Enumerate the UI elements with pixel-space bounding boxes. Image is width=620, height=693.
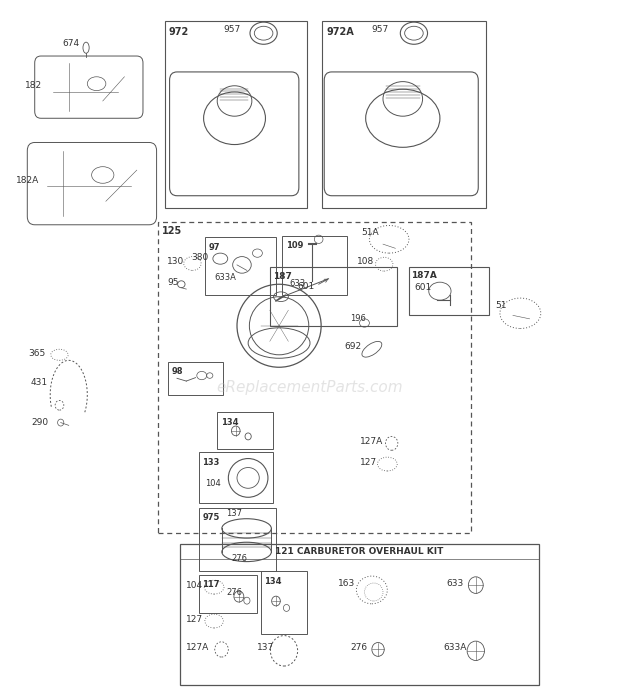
Text: 125: 125 — [162, 226, 182, 236]
Bar — [205, 237, 276, 295]
Text: 130: 130 — [167, 257, 184, 266]
Text: 692: 692 — [344, 342, 361, 351]
Bar — [198, 574, 257, 613]
Text: 137: 137 — [257, 643, 275, 652]
Text: 365: 365 — [29, 349, 46, 358]
Text: 187: 187 — [273, 272, 293, 281]
Text: 633A: 633A — [214, 273, 236, 282]
Text: 601: 601 — [414, 283, 431, 292]
Text: 134: 134 — [264, 577, 281, 586]
Text: 633: 633 — [290, 279, 306, 288]
Text: 127: 127 — [186, 615, 203, 624]
Text: 182: 182 — [25, 80, 43, 89]
Text: 431: 431 — [30, 378, 48, 387]
Text: 51: 51 — [495, 301, 507, 310]
Bar — [409, 267, 489, 315]
Text: 972: 972 — [169, 27, 188, 37]
Text: 601: 601 — [298, 282, 315, 291]
Text: 104: 104 — [186, 581, 203, 590]
Bar — [180, 543, 539, 685]
Text: 121 CARBURETOR OVERHAUL KIT: 121 CARBURETOR OVERHAUL KIT — [275, 547, 444, 556]
Text: 163: 163 — [338, 579, 355, 588]
Text: 95: 95 — [168, 279, 179, 288]
Text: 51A: 51A — [361, 228, 379, 237]
Bar — [322, 21, 486, 208]
Text: 957: 957 — [372, 25, 389, 34]
Text: 196: 196 — [350, 315, 366, 324]
Text: 133: 133 — [202, 458, 219, 467]
Text: 98: 98 — [172, 367, 183, 376]
Text: 108: 108 — [357, 257, 374, 266]
Text: 187A: 187A — [412, 271, 437, 280]
Text: 117: 117 — [202, 580, 220, 589]
Bar — [217, 412, 273, 449]
Text: 97: 97 — [208, 243, 220, 252]
Text: 109: 109 — [286, 241, 303, 250]
Text: 957: 957 — [223, 25, 241, 34]
Bar — [282, 236, 347, 295]
Text: 380: 380 — [191, 254, 208, 263]
Text: 127: 127 — [360, 458, 376, 467]
Bar — [198, 508, 276, 571]
Text: 127A: 127A — [186, 643, 210, 652]
Text: 276: 276 — [231, 554, 247, 563]
Text: 276: 276 — [226, 588, 242, 597]
Text: 134: 134 — [221, 418, 239, 427]
Bar — [165, 21, 307, 208]
Text: 633A: 633A — [443, 643, 466, 652]
Text: 290: 290 — [32, 418, 49, 427]
Text: 674: 674 — [63, 39, 80, 48]
Bar — [270, 267, 397, 326]
Text: eReplacementParts.com: eReplacementParts.com — [216, 380, 404, 396]
Bar — [260, 571, 307, 633]
Text: 633: 633 — [446, 579, 463, 588]
Text: 127A: 127A — [360, 437, 383, 446]
Bar — [168, 362, 223, 395]
Text: 975: 975 — [202, 514, 219, 523]
Text: 104: 104 — [205, 479, 221, 488]
Text: 972A: 972A — [326, 27, 354, 37]
Text: 182A: 182A — [16, 176, 40, 185]
Bar — [198, 453, 273, 504]
Bar — [159, 222, 471, 533]
Text: 137: 137 — [226, 509, 242, 518]
Text: 276: 276 — [350, 643, 367, 652]
